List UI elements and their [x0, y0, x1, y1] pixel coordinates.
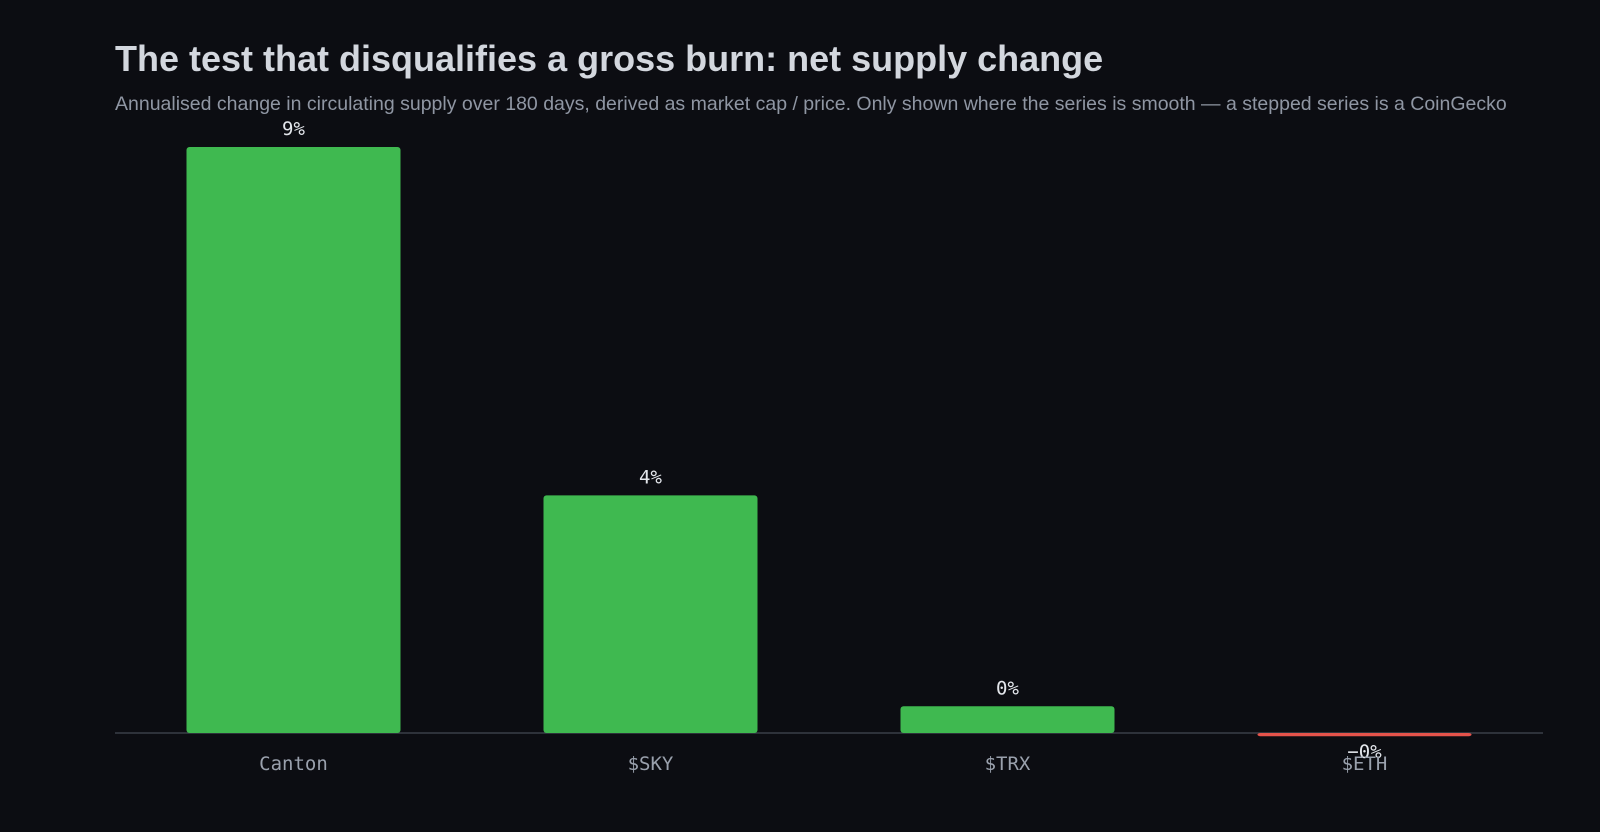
x-tick-label: $SKY — [628, 753, 674, 775]
chart-subtitle: Annualised change in circulating supply … — [115, 93, 1507, 115]
x-tick-label: $TRX — [985, 753, 1031, 775]
chart-title: The test that disqualifies a gross burn:… — [115, 38, 1104, 79]
value-label: 9% — [282, 118, 305, 140]
bar-canton — [186, 147, 401, 733]
value-label: 0% — [996, 677, 1019, 699]
value-label-group: 9% 4% 0% −0% — [282, 118, 1382, 763]
x-tick-label: Canton — [259, 753, 328, 775]
bar-sky — [543, 495, 758, 733]
x-tick-label: $ETH — [1342, 753, 1388, 775]
bar-group — [186, 147, 1472, 737]
x-tick-label-group: Canton $SKY $TRX $ETH — [259, 753, 1387, 775]
bar-trx — [900, 706, 1115, 733]
value-label: 4% — [639, 466, 662, 488]
bar-eth — [1257, 733, 1472, 737]
value-label: −0% — [1347, 741, 1382, 763]
